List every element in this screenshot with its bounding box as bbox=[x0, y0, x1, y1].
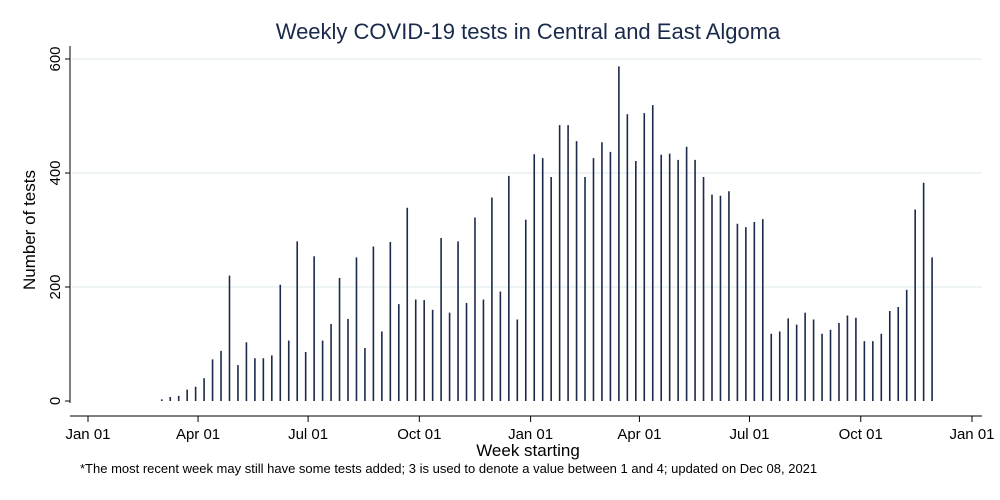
chart-title: Weekly COVID-19 tests in Central and Eas… bbox=[276, 19, 781, 44]
x-tick-label: Oct 01 bbox=[397, 426, 441, 443]
x-tick-label: Jan 01 bbox=[65, 426, 110, 443]
y-axis-label: Number of tests bbox=[20, 170, 39, 290]
bars bbox=[160, 66, 933, 401]
x-tick-label: Apr 01 bbox=[176, 426, 220, 443]
x-axis-label: Week starting bbox=[476, 441, 580, 460]
y-tick-label: 0 bbox=[47, 397, 64, 405]
x-tick-label: Jan 01 bbox=[949, 426, 994, 443]
x-tick-label: Apr 01 bbox=[617, 426, 661, 443]
grid bbox=[72, 58, 982, 288]
x-axis: Jan 01 Apr 01 Jul 01 Oct 01 Jan 01 Apr 01 Jul … bbox=[65, 415, 995, 443]
y-axis: 0 200 400 600 bbox=[47, 46, 71, 405]
x-tick-label: Jul 01 bbox=[288, 426, 328, 443]
y-tick-label: 200 bbox=[47, 274, 64, 299]
x-tick-label: Jan 01 bbox=[508, 426, 553, 443]
footnote: *The most recent week may still have som… bbox=[80, 461, 818, 476]
x-tick-label: Jul 01 bbox=[729, 426, 769, 443]
y-tick-label: 400 bbox=[47, 160, 64, 185]
x-tick-label: Oct 01 bbox=[839, 426, 883, 443]
y-tick-label: 600 bbox=[47, 46, 64, 71]
